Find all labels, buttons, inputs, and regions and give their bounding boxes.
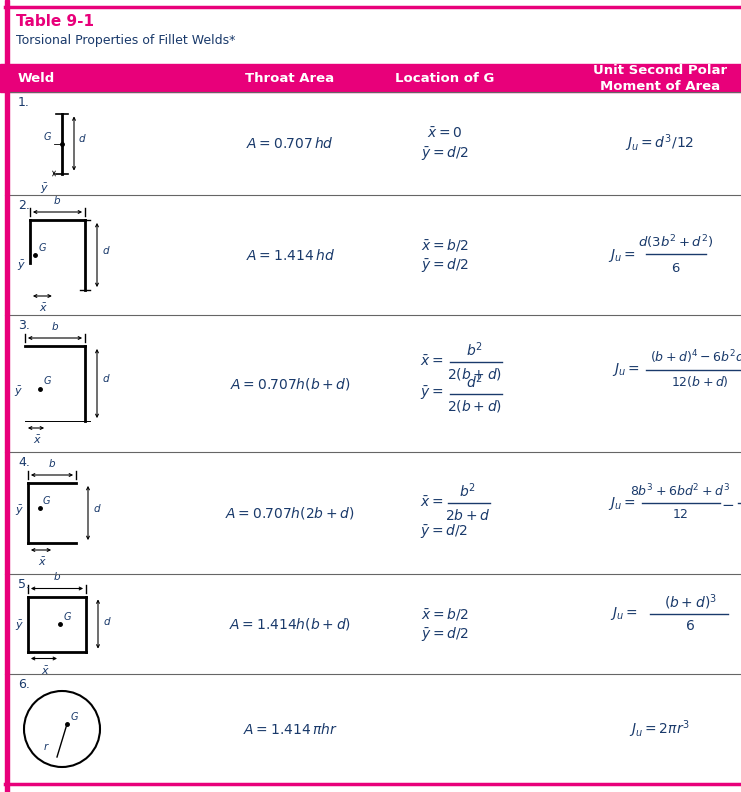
Text: $\bar{y}$: $\bar{y}$ [17, 259, 26, 273]
Text: $d$: $d$ [102, 372, 110, 384]
Bar [5, 0, 9, 792]
Text: $\bar{y}$: $\bar{y}$ [39, 181, 48, 196]
Text: $J_u =$: $J_u =$ [608, 246, 636, 264]
Text: 3.: 3. [18, 319, 30, 332]
Text: $12(b+d)$: $12(b+d)$ [671, 374, 729, 389]
Text: $d(3b^2+d^2)$: $d(3b^2+d^2)$ [638, 233, 714, 251]
Text: 1.: 1. [18, 96, 30, 109]
Text: $d$: $d$ [78, 132, 87, 144]
Text: $(b+d)^4-6b^2d^2$: $(b+d)^4-6b^2d^2$ [650, 348, 741, 366]
Text: $A = 0.707h(b+d)$: $A = 0.707h(b+d)$ [230, 375, 350, 391]
Text: $A = 0.707 \, hd$: $A = 0.707 \, hd$ [246, 136, 334, 151]
Text: $b^2$: $b^2$ [459, 482, 476, 501]
Text: $J_u =$: $J_u =$ [610, 606, 638, 623]
Text: $\bar{x} =$: $\bar{x} =$ [420, 354, 443, 369]
Text: $J_u = 2\pi r^3$: $J_u = 2\pi r^3$ [630, 718, 691, 740]
Text: $b$: $b$ [48, 457, 56, 469]
Text: $\bar{x}$: $\bar{x}$ [38, 556, 47, 568]
Text: $J_u = d^3/12$: $J_u = d^3/12$ [625, 133, 694, 154]
Text: $6$: $6$ [671, 261, 681, 275]
Text: $G$: $G$ [43, 375, 52, 386]
Text: $\bar{x}$: $\bar{x}$ [41, 664, 50, 676]
Text: $G$: $G$ [43, 130, 52, 142]
Text: Table 9-1: Table 9-1 [16, 14, 94, 29]
Text: $6$: $6$ [685, 619, 695, 633]
Text: Torsional Properties of Fillet Welds*: Torsional Properties of Fillet Welds* [16, 34, 236, 47]
Text: $\bar{y} = d/2$: $\bar{y} = d/2$ [421, 256, 469, 274]
Text: $J_u =$: $J_u =$ [612, 361, 639, 378]
Text: $\bar{y}$: $\bar{y}$ [15, 619, 24, 633]
Bar [0, 64, 741, 92]
Text: $\bar{x}$: $\bar{x}$ [33, 434, 41, 446]
Text: $A = 1.414 \, \pi hr$: $A = 1.414 \, \pi hr$ [242, 722, 337, 737]
Text: $d$: $d$ [93, 502, 102, 514]
Text: Throat Area: Throat Area [245, 71, 335, 85]
Text: $\bar{x}$: $\bar{x}$ [39, 302, 48, 314]
Text: $A = 0.707h(2b+d)$: $A = 0.707h(2b+d)$ [225, 505, 355, 521]
Text: $2(b+d)$: $2(b+d)$ [448, 365, 502, 382]
Text: $r$: $r$ [43, 741, 50, 752]
Text: $2(b+d)$: $2(b+d)$ [448, 398, 502, 413]
Text: $G$: $G$ [70, 710, 79, 722]
Text: 2.: 2. [18, 199, 30, 212]
Text: Weld: Weld [18, 71, 56, 85]
Text: $12$: $12$ [671, 508, 688, 521]
Text: 6.: 6. [18, 678, 30, 691]
Text: $d$: $d$ [102, 244, 110, 256]
Text: $-$: $-$ [722, 496, 734, 511]
Text: 4.: 4. [18, 456, 30, 469]
Text: 5.: 5. [18, 578, 30, 591]
Text: $\bar{y}$: $\bar{y}$ [15, 504, 24, 518]
Text: $\bar{y} = d/2$: $\bar{y} = d/2$ [421, 144, 469, 162]
Text: $A = 1.414 \, hd$: $A = 1.414 \, hd$ [245, 247, 334, 262]
Text: Unit Second Polar
Moment of Area: Unit Second Polar Moment of Area [593, 63, 727, 93]
Text: $\bar{x} = b/2$: $\bar{x} = b/2$ [421, 606, 469, 622]
Text: $G$: $G$ [42, 494, 51, 506]
Text: $A = 1.414h(b+d)$: $A = 1.414h(b+d)$ [229, 616, 351, 632]
Text: $G$: $G$ [63, 610, 72, 622]
Text: $(b+d)^3$: $(b+d)^3$ [663, 592, 717, 611]
Text: $\bar{y}$: $\bar{y}$ [14, 384, 23, 398]
Text: $\bar{y} = d/2$: $\bar{y} = d/2$ [421, 625, 469, 643]
Text: $\bar{y} = d/2$: $\bar{y} = d/2$ [420, 522, 468, 540]
Text: $b$: $b$ [51, 320, 59, 332]
Text: $8b^3+6bd^2+d^3$: $8b^3+6bd^2+d^3$ [630, 482, 730, 499]
Text: Location of G: Location of G [395, 71, 495, 85]
Text: $2b+d$: $2b+d$ [445, 508, 491, 523]
Text: $\bar{x} =$: $\bar{x} =$ [420, 496, 443, 510]
Text: $b$: $b$ [53, 570, 61, 582]
Text: $\bar{x} = 0$: $\bar{x} = 0$ [428, 126, 462, 141]
Text: $b$: $b$ [53, 194, 62, 206]
Text: $\bar{y} =$: $\bar{y} =$ [420, 385, 443, 402]
Text: $b^2$: $b^2$ [466, 341, 484, 359]
Text: $d$: $d$ [103, 615, 112, 627]
Text: $d^2$: $d^2$ [466, 372, 484, 390]
Text: $J_u =$: $J_u =$ [608, 494, 636, 512]
Text: $G$: $G$ [38, 241, 47, 253]
Text: $\bar{x} = b/2$: $\bar{x} = b/2$ [421, 237, 469, 253]
